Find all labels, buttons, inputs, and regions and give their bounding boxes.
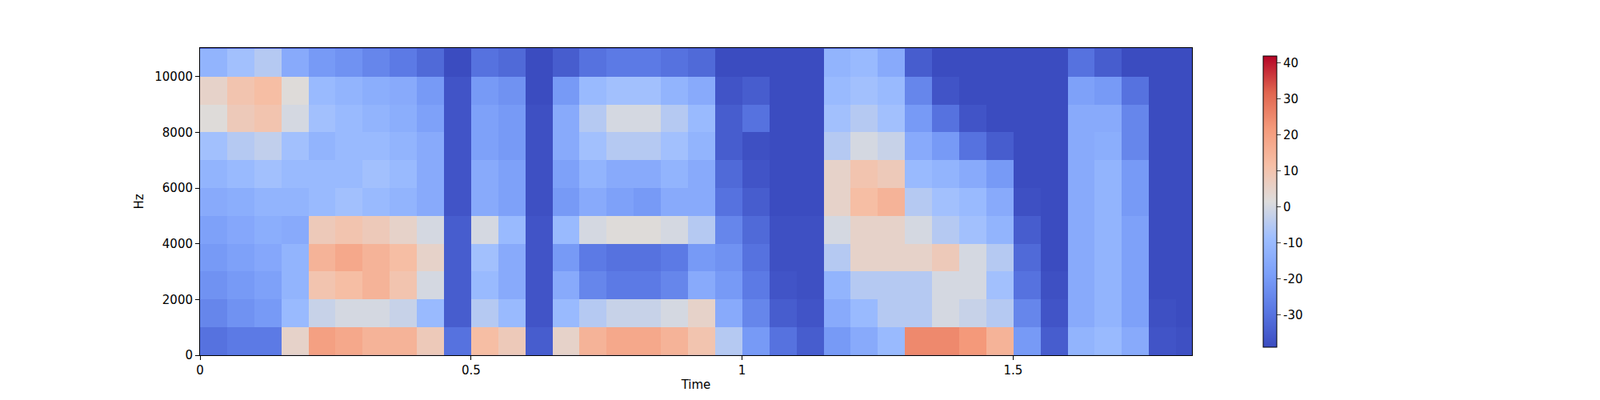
svg-text:6000: 6000 bbox=[162, 180, 193, 196]
svg-text:Hz: Hz bbox=[132, 193, 147, 209]
svg-text:0.5: 0.5 bbox=[461, 363, 481, 378]
svg-text:1.5: 1.5 bbox=[1003, 363, 1023, 378]
svg-text:30: 30 bbox=[1283, 92, 1299, 107]
svg-text:40: 40 bbox=[1283, 56, 1299, 71]
svg-text:2000: 2000 bbox=[162, 292, 193, 308]
svg-text:4000: 4000 bbox=[162, 236, 193, 252]
svg-text:0: 0 bbox=[196, 363, 204, 378]
svg-text:8000: 8000 bbox=[162, 125, 193, 140]
svg-text:10: 10 bbox=[1283, 164, 1299, 179]
svg-text:-30: -30 bbox=[1283, 308, 1304, 323]
svg-text:0: 0 bbox=[184, 348, 193, 363]
svg-text:1: 1 bbox=[738, 363, 747, 378]
svg-text:-10: -10 bbox=[1283, 236, 1304, 251]
svg-text:-20: -20 bbox=[1283, 272, 1304, 287]
svg-text:0: 0 bbox=[1283, 200, 1292, 215]
svg-text:10000: 10000 bbox=[154, 69, 193, 84]
svg-text:20: 20 bbox=[1283, 128, 1299, 143]
svg-text:Time: Time bbox=[680, 377, 712, 392]
